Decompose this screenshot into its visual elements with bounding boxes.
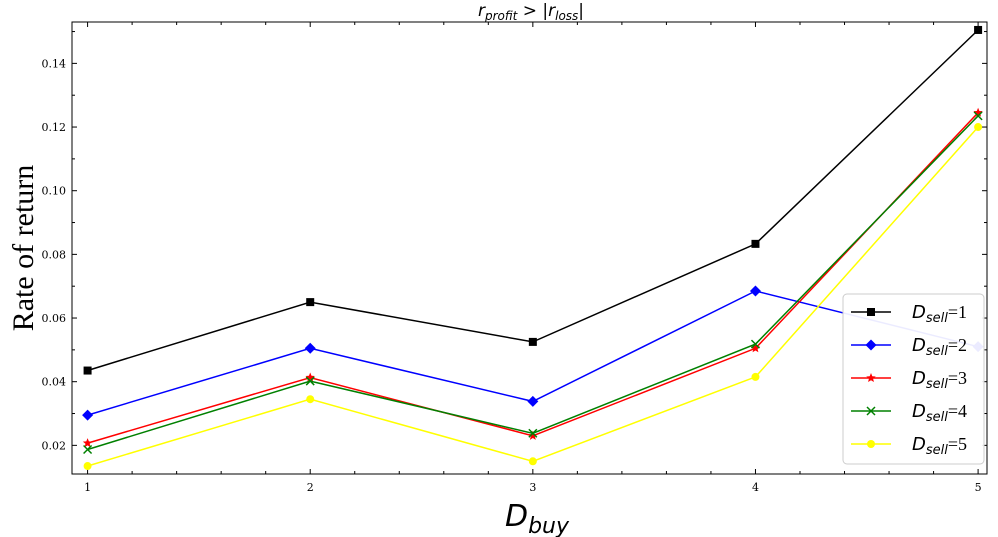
series-5-point <box>751 372 760 381</box>
legend-marker <box>867 440 875 448</box>
legend-label: Dsell=1 <box>912 302 967 326</box>
legend-box <box>842 293 985 465</box>
series-2-point <box>749 285 761 297</box>
series-5-point <box>974 123 983 132</box>
legend-label: Dsell=5 <box>912 434 967 458</box>
series-4-point <box>83 444 93 455</box>
chart-title: rprofit > |rloss| <box>478 1 584 23</box>
legend-item-2: Dsell=2 <box>851 335 967 359</box>
series-1-point <box>83 366 92 375</box>
plot-area <box>71 21 988 475</box>
x-tick-label: 1 <box>84 481 91 494</box>
legend-items: Dsell=1 Dsell=2 Dsell=3 Dsell=4 Dsell=5 <box>851 302 967 458</box>
y-tick-label: 0.12 <box>42 121 67 134</box>
legend-item-3: Dsell=3 <box>851 368 967 392</box>
x-axis-label: Dbuy <box>505 499 570 537</box>
x-tick-label: 4 <box>752 481 759 494</box>
series-1-point <box>306 298 315 307</box>
y-tick-label: 0.10 <box>42 185 67 198</box>
series-4-point <box>973 111 983 121</box>
series-2-point <box>304 342 316 354</box>
y-tick-label: 0.08 <box>42 248 67 261</box>
series-5-point <box>528 457 537 466</box>
legend-label: Dsell=2 <box>912 335 967 359</box>
series-3-point <box>305 372 315 382</box>
legend-item-1: Dsell=1 <box>851 302 967 326</box>
series-3 <box>82 107 983 448</box>
series-5 <box>83 123 983 471</box>
series-3-point <box>973 107 983 117</box>
series-5-point <box>83 462 92 471</box>
series-2-point <box>82 409 94 421</box>
legend-marker <box>865 339 877 351</box>
y-tick-label: 0.04 <box>42 376 67 389</box>
legend-marker <box>866 373 876 383</box>
legend-marker <box>867 308 875 316</box>
y-tick-label: 0.06 <box>42 312 67 325</box>
legend-marker <box>866 406 876 416</box>
series-1 <box>83 25 983 375</box>
x-axis: 1 2 3 4 5 <box>84 22 982 494</box>
series-1-point <box>974 25 983 34</box>
series-3-point <box>750 343 761 353</box>
legend-item-4: Dsell=4 <box>851 401 967 425</box>
series-1-point <box>751 239 760 248</box>
y-tick-label: 0.02 <box>42 439 67 452</box>
series-1-point <box>528 337 537 346</box>
series-5-point <box>306 395 315 404</box>
series-4-point <box>528 428 538 438</box>
series-4 <box>83 111 983 455</box>
series-3-point <box>528 430 538 440</box>
series-4-point <box>750 339 760 349</box>
y-tick-label: 0.14 <box>42 57 67 70</box>
legend-label: Dsell=4 <box>912 401 967 425</box>
x-tick-label: 3 <box>529 481 536 494</box>
legend-item-5: Dsell=5 <box>851 434 967 458</box>
legend: Dsell=1 Dsell=2 Dsell=3 Dsell=4 Dsell=5 <box>842 293 985 465</box>
x-tick-label: 2 <box>307 481 314 494</box>
series-3-point <box>82 438 93 448</box>
x-tick-label: 5 <box>975 481 982 494</box>
series-2-point <box>527 395 539 407</box>
series-4-point <box>305 376 315 386</box>
series-layer <box>82 25 984 471</box>
y-axis-label: Rate of return <box>7 165 40 332</box>
legend-label: Dsell=3 <box>912 368 967 392</box>
